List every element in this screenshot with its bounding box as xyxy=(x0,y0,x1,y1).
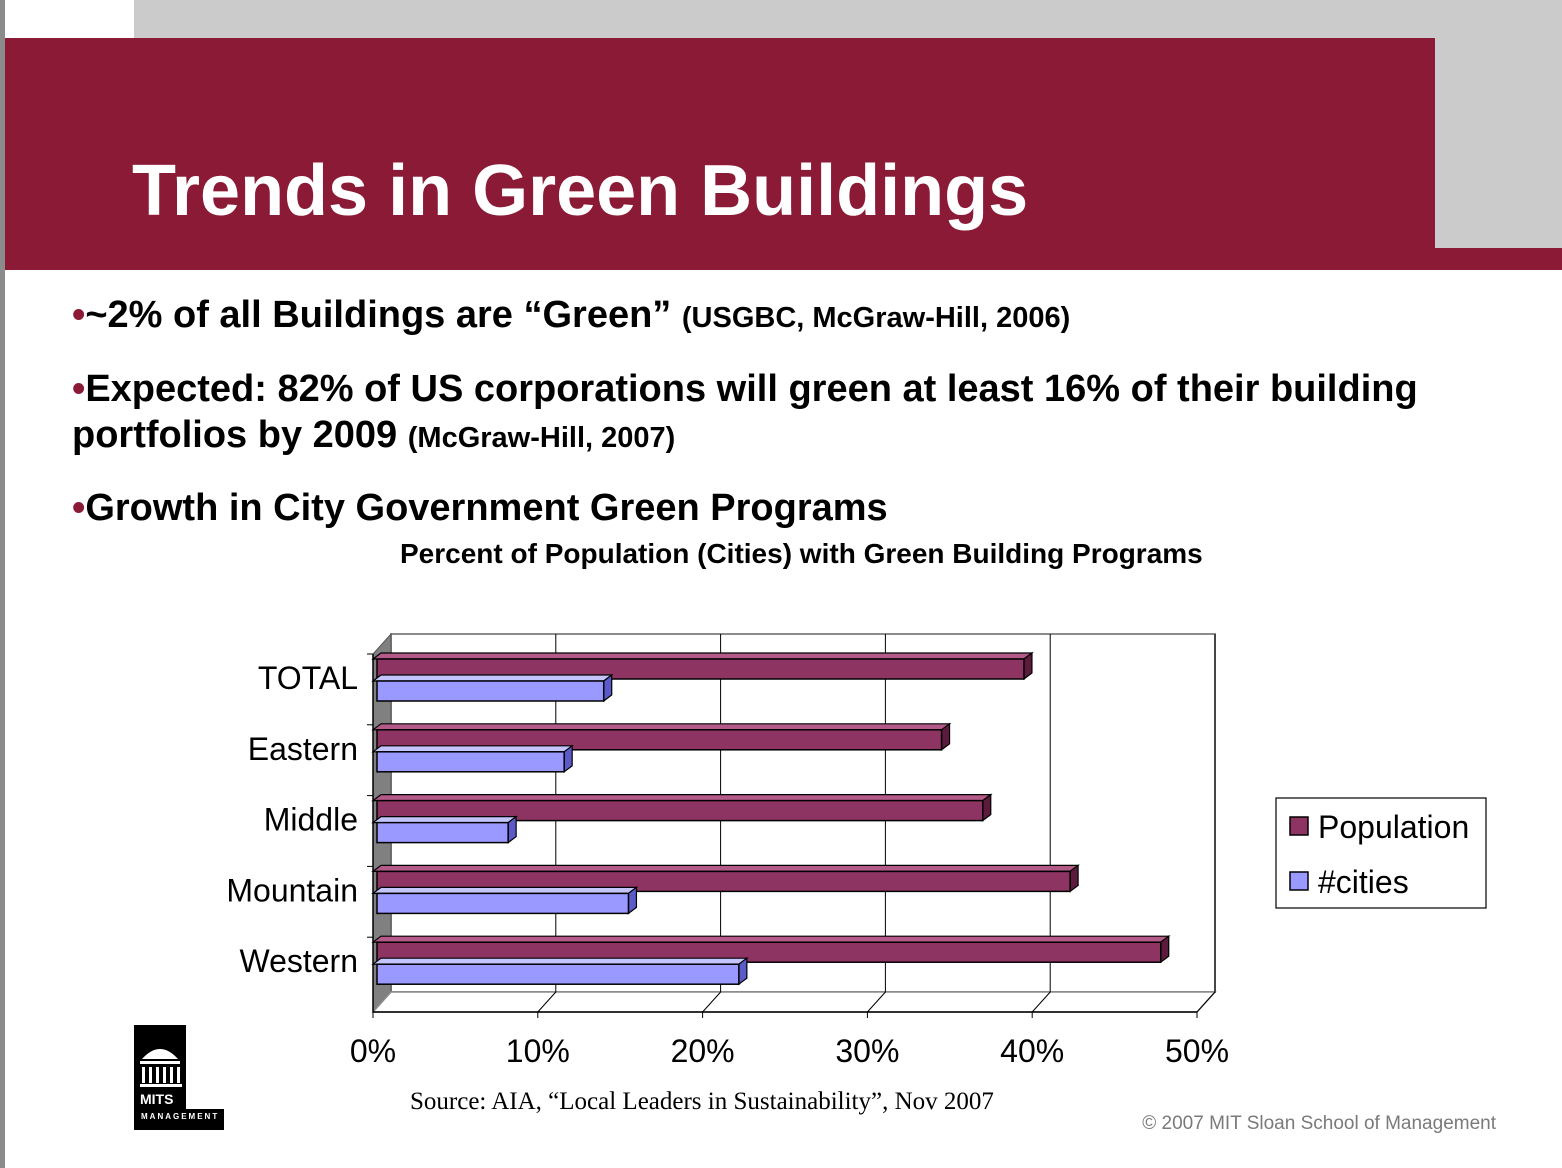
left-edge xyxy=(0,0,5,1168)
slide-title: Trends in Green Buildings xyxy=(132,151,1029,231)
bullet-marker: • xyxy=(72,294,86,336)
dome-icon xyxy=(140,1049,182,1087)
bar-population xyxy=(376,870,1071,893)
y-category-label: Eastern xyxy=(248,731,358,767)
legend-label: #cities xyxy=(1318,864,1409,900)
bar-population xyxy=(376,729,943,751)
logo-text: MITS xyxy=(140,1091,174,1107)
bar-top-face xyxy=(371,957,749,965)
bullet-text: ~2% of all Buildings are “Green” xyxy=(85,294,672,336)
y-category-label: Western xyxy=(239,943,358,979)
bar-top-face xyxy=(371,935,1171,943)
bar-top-face xyxy=(371,723,952,731)
x-tick-label: 50% xyxy=(1165,1033,1229,1069)
y-category-label: Middle xyxy=(264,802,358,838)
copyright: © 2007 MIT Sloan School of Management xyxy=(1142,1113,1496,1134)
bar-cities xyxy=(376,821,509,844)
bar-top-face xyxy=(371,886,639,895)
mit-sloan-logo: MITS MANAGEMENT xyxy=(134,1025,224,1130)
legend-swatch xyxy=(1289,871,1309,891)
logo-subtext: MANAGEMENT xyxy=(141,1112,220,1121)
right-gray-block xyxy=(1435,38,1562,248)
bar-top-face xyxy=(371,815,518,824)
bar-top-face xyxy=(371,745,574,753)
bullet-text: Growth in City Government Green Programs xyxy=(85,487,888,529)
bar-cities xyxy=(376,892,630,915)
x-tick-label: 0% xyxy=(350,1033,396,1069)
top-gray-strip xyxy=(134,0,1562,38)
bullet-3: •Growth in City Government Green Program… xyxy=(72,485,1472,531)
bar-population xyxy=(376,658,1025,680)
gridline xyxy=(867,634,886,1013)
gridline xyxy=(1031,634,1051,1013)
bullet-marker: • xyxy=(72,368,86,410)
source-note: Source: AIA, “Local Leaders in Sustainab… xyxy=(410,1088,994,1115)
gridline xyxy=(702,634,722,1013)
bar-population xyxy=(376,941,1162,963)
x-tick-label: 40% xyxy=(1000,1033,1064,1069)
legend-swatch xyxy=(1289,816,1309,836)
y-category-label: Mountain xyxy=(226,872,358,908)
bullet-2: •Expected: 82% of US corporations will g… xyxy=(72,366,1452,461)
bar-cities xyxy=(376,751,565,773)
x-tick-label: 30% xyxy=(835,1033,899,1069)
bullet-marker: • xyxy=(72,487,86,529)
title-band-extension xyxy=(1435,248,1562,270)
x-tick-label: 20% xyxy=(671,1033,735,1069)
bar-top-face xyxy=(371,652,1034,660)
bullet-1: •~2% of all Buildings are “Green” (USGBC… xyxy=(72,292,1472,341)
bar-top-face xyxy=(371,793,993,802)
bar-cities xyxy=(376,680,605,702)
gridline xyxy=(1196,634,1216,1013)
bullet-citation: (McGraw-Hill, 2007) xyxy=(407,422,676,454)
legend-label: Population xyxy=(1318,809,1469,845)
bar-population xyxy=(376,799,984,822)
y-category-label: TOTAL xyxy=(258,660,358,696)
legend-box xyxy=(1275,797,1487,909)
bullet-citation: (USGBC, McGraw-Hill, 2006) xyxy=(681,302,1071,334)
x-tick-label: 10% xyxy=(506,1033,570,1069)
title-band xyxy=(5,38,1435,270)
bullet-text: Expected: 82% of US corporations will gr… xyxy=(72,368,1418,456)
bar-cities xyxy=(376,963,740,985)
plot-floor xyxy=(371,991,1217,1013)
chart-title: Percent of Population (Cities) with Gree… xyxy=(400,538,1203,569)
logo-bottom-bar xyxy=(134,1109,224,1130)
bar-top-face xyxy=(371,674,614,682)
bar-top-face xyxy=(371,864,1080,873)
